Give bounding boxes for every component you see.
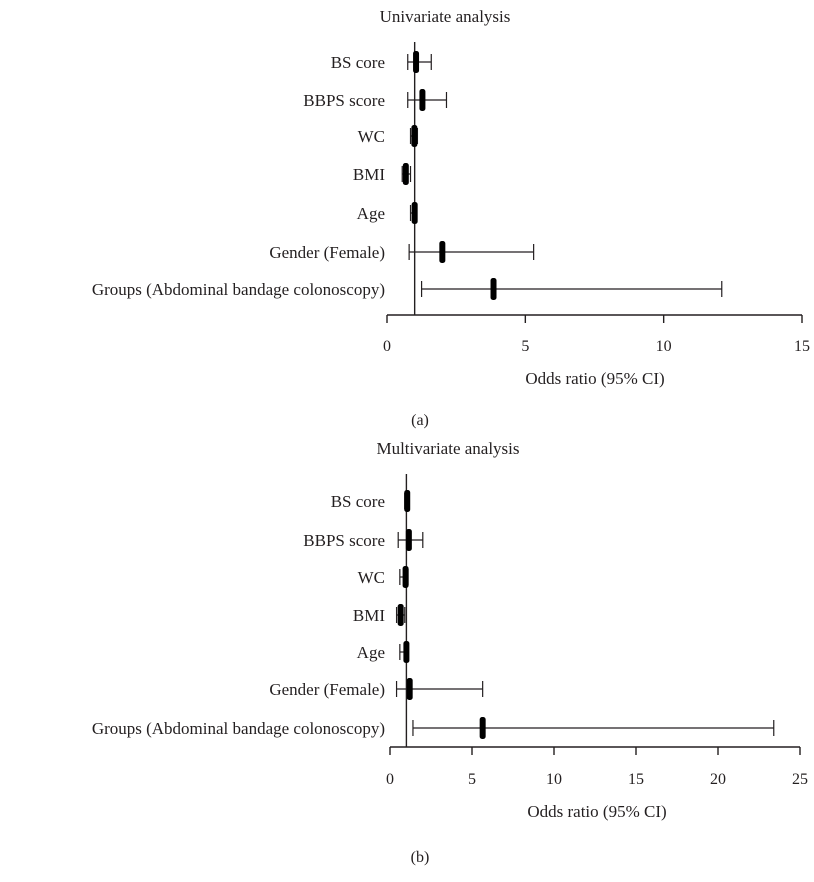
panel-a-category-label: Gender (Female) [269, 243, 385, 262]
panel-b-category-label: Groups (Abdominal bandage colonoscopy) [92, 719, 385, 738]
panel-a-chart-title: Univariate analysis [380, 7, 511, 26]
panel-a-x-axis-label: Odds ratio (95% CI) [525, 369, 664, 388]
panel-a-panel-label: (a) [411, 412, 429, 429]
panel-b-point-estimate [402, 566, 409, 588]
panel-b-x-axis-label: Odds ratio (95% CI) [527, 802, 666, 821]
panel-b-point-estimate [479, 717, 486, 739]
panel-b-category-label: WC [358, 568, 385, 587]
panel-b-category-label: BS core [331, 492, 385, 511]
panel-b-x-tick-label: 0 [386, 771, 394, 788]
panel-b-x-tick-label: 15 [628, 771, 644, 788]
panel-b-category-label: Age [357, 643, 385, 662]
panel-a-point-estimate [419, 89, 426, 111]
panel-a-x-tick-label: 0 [383, 338, 391, 355]
panel-a-x-tick-label: 10 [656, 338, 672, 355]
panel-b-chart-title: Multivariate analysis [376, 439, 519, 458]
panel-b-x-tick-label: 25 [792, 771, 808, 788]
panel-a-x-tick-label: 5 [521, 338, 529, 355]
panel-a-point-estimate [439, 241, 446, 263]
panel-a-point-estimate [411, 125, 418, 147]
panel-a-category-label: BBPS score [303, 91, 385, 110]
panel-a-point-estimate [413, 51, 420, 73]
panel-a-x-tick-label: 15 [794, 338, 810, 355]
panel-a-point-estimate [411, 202, 418, 224]
panel-b-category-label: BBPS score [303, 531, 385, 550]
panel-b-x-tick-label: 10 [546, 771, 562, 788]
panel-b-point-estimate [406, 678, 413, 700]
panel-b-point-estimate [403, 641, 410, 663]
panel-a-category-label: Age [357, 204, 385, 223]
panel-b-point-estimate [397, 604, 404, 626]
panel-b-x-tick-label: 20 [710, 771, 726, 788]
panel-a-point-estimate [490, 278, 497, 300]
panel-b-x-tick-label: 5 [468, 771, 476, 788]
panel-b-panel-label: (b) [411, 849, 430, 866]
panel-b-category-label: BMI [353, 606, 385, 625]
panel-a-point-estimate [402, 163, 409, 185]
panel-a-category-label: WC [358, 127, 385, 146]
panel-a-category-label: BS core [331, 53, 385, 72]
panel-a-category-label: Groups (Abdominal bandage colonoscopy) [92, 280, 385, 299]
panel-b-category-label: Gender (Female) [269, 680, 385, 699]
panel-b-point-estimate [405, 529, 412, 551]
panel-b-point-estimate [404, 490, 411, 512]
panel-a-category-label: BMI [353, 165, 385, 184]
